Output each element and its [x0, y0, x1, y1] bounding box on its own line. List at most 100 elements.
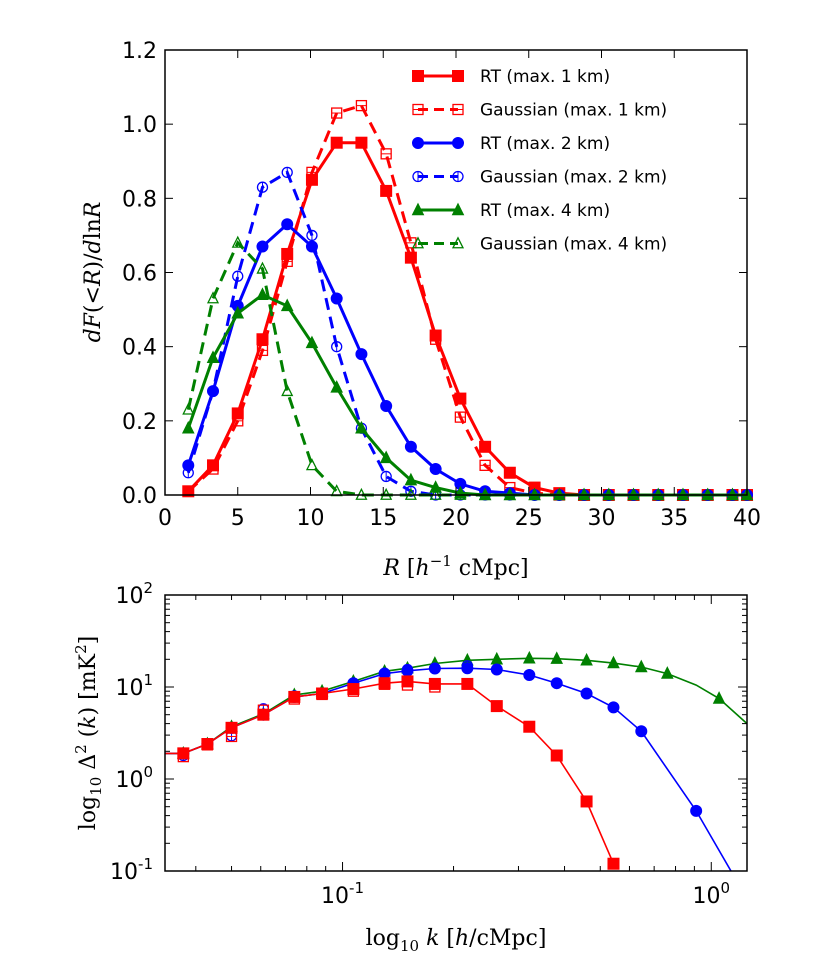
legend-marker [412, 137, 424, 149]
bottom-series-gaussian-max-1-km [177, 678, 441, 763]
legend-marker [411, 202, 425, 216]
bottom-data-point [288, 690, 301, 703]
top-ytick-label: 0.8 [122, 187, 157, 212]
data-point [256, 261, 269, 274]
data-point [305, 458, 319, 471]
legend-entry-gaussian-max-4-km: Gaussian (max. 4 km) [411, 235, 667, 255]
legend-marker [411, 236, 425, 249]
legend-entry-rt-max-2-km: RT (max. 2 km) [412, 134, 610, 154]
bottom-data-point [522, 650, 536, 664]
top-ytick-label: 0.4 [122, 336, 157, 361]
bottom-ylabel: log10 Δ2 (k) [mK2] [72, 636, 105, 830]
bottom-series-rt-max-1-km [165, 675, 620, 870]
bottom-data-point [523, 720, 536, 733]
bottom-data-point [347, 683, 360, 696]
legend-marker [451, 236, 465, 249]
data-point [280, 298, 294, 312]
top-xtick-label: 30 [588, 506, 616, 531]
top-xtick-label: 10 [297, 506, 325, 531]
data-point [281, 384, 294, 397]
data-point [479, 440, 492, 453]
bottom-ytick-label: 102 [115, 579, 153, 609]
bottom-series-line-rt-max-1-km [165, 680, 615, 865]
data-point [305, 335, 319, 349]
data-point [231, 305, 245, 319]
data-point [503, 466, 516, 479]
top-xtick-label: 20 [442, 506, 470, 531]
bottom-data-point [580, 687, 593, 700]
bottom-data-point [634, 659, 648, 673]
bottom-data-point [523, 669, 536, 682]
top-ytick-label: 0.0 [122, 484, 157, 509]
series-rt-max-2-km [182, 218, 753, 501]
bottom-data-point [635, 725, 648, 738]
top-ytick-label: 0.6 [122, 262, 157, 287]
top-ytick-label: 0.2 [122, 410, 157, 435]
bottom-ytick-label: 10-1 [110, 855, 153, 885]
legend-label: RT (max. 2 km) [480, 134, 610, 154]
bottom-data-point [607, 701, 620, 714]
bottom-data-point [690, 804, 703, 817]
bottom-ticks: 10-1 100 10-1 100 101 102 [110, 579, 747, 909]
series-line-rt-max-4-km [186, 293, 747, 497]
bottom-data-point [550, 677, 563, 690]
series-line-gaussian-max-2-km [186, 170, 747, 497]
series-gaussian-max-4-km [182, 235, 754, 500]
bottom-series-line-rt-max-4-km [165, 657, 747, 755]
legend-marker [412, 70, 424, 82]
data-point [231, 407, 244, 420]
bottom-data-point [580, 795, 593, 808]
data-point [330, 292, 343, 305]
legend-entry-rt-max-1-km: RT (max. 1 km) [412, 67, 610, 87]
series-line-gaussian-max-1-km [187, 103, 747, 497]
bottom-data-point [428, 677, 441, 690]
bottom-data-point [661, 666, 674, 679]
top-ticks: 0 5 10 15 20 25 30 35 40 0.0 0.2 0.4 0.6 0.8 1.0 1.2 [122, 39, 761, 531]
top-xtick-label: 15 [369, 506, 397, 531]
legend-label: Gaussian (max. 1 km) [480, 101, 667, 121]
top-xtick-label: 40 [733, 506, 761, 531]
top-xtick-label: 5 [231, 506, 245, 531]
series-gaussian-max-1-km [182, 99, 753, 501]
bottom-data-point [550, 749, 563, 762]
legend-label: RT (max. 1 km) [480, 67, 610, 87]
data-point [231, 235, 244, 248]
data-point [404, 472, 418, 486]
top-ytick-label: 1.0 [122, 113, 157, 138]
bottom-xlabel: log10 k [h/cMpc] [366, 926, 547, 955]
bottom-xtick-label: 100 [692, 879, 730, 909]
bottom-data-point [712, 691, 726, 704]
bottom-series-layer [165, 650, 747, 871]
top-panel: 0 5 10 15 20 25 30 35 40 0.0 0.2 0.4 0.6 0.8 1.0 1.2 RT… [81, 39, 761, 581]
data-point [429, 480, 442, 493]
data-point [256, 287, 269, 300]
bottom-data-point [225, 721, 238, 734]
top-xtick-label: 35 [660, 506, 688, 531]
legend-label: Gaussian (max. 2 km) [480, 168, 667, 188]
data-point [429, 463, 442, 476]
series-line-gaussian-max-4-km [186, 240, 747, 497]
bottom-series-rt-max-2-km [165, 662, 732, 871]
data-point [206, 291, 220, 304]
top-xtick-label: 25 [515, 506, 543, 531]
legend-marker [452, 137, 464, 149]
data-point [355, 420, 368, 434]
data-point [404, 440, 417, 453]
bottom-data-point [580, 652, 593, 666]
series-line-rt-max-2-km [186, 222, 747, 497]
top-xlabel: R [h−1 cMpc] [382, 552, 528, 581]
data-point [256, 240, 269, 253]
data-point [404, 251, 417, 264]
data-point [380, 400, 393, 412]
bottom-data-point [461, 677, 474, 690]
data-point [330, 136, 343, 149]
data-point [206, 350, 220, 363]
bottom-ytick-label: 101 [115, 671, 153, 701]
top-xtick-label: 0 [158, 506, 172, 531]
top-ylabel: dF(<R)/dlnR [81, 202, 106, 343]
bottom-data-point [550, 651, 564, 664]
bottom-data-point [607, 655, 620, 669]
legend-label: RT (max. 4 km) [480, 201, 610, 221]
top-ytick-label: 1.2 [122, 39, 157, 64]
